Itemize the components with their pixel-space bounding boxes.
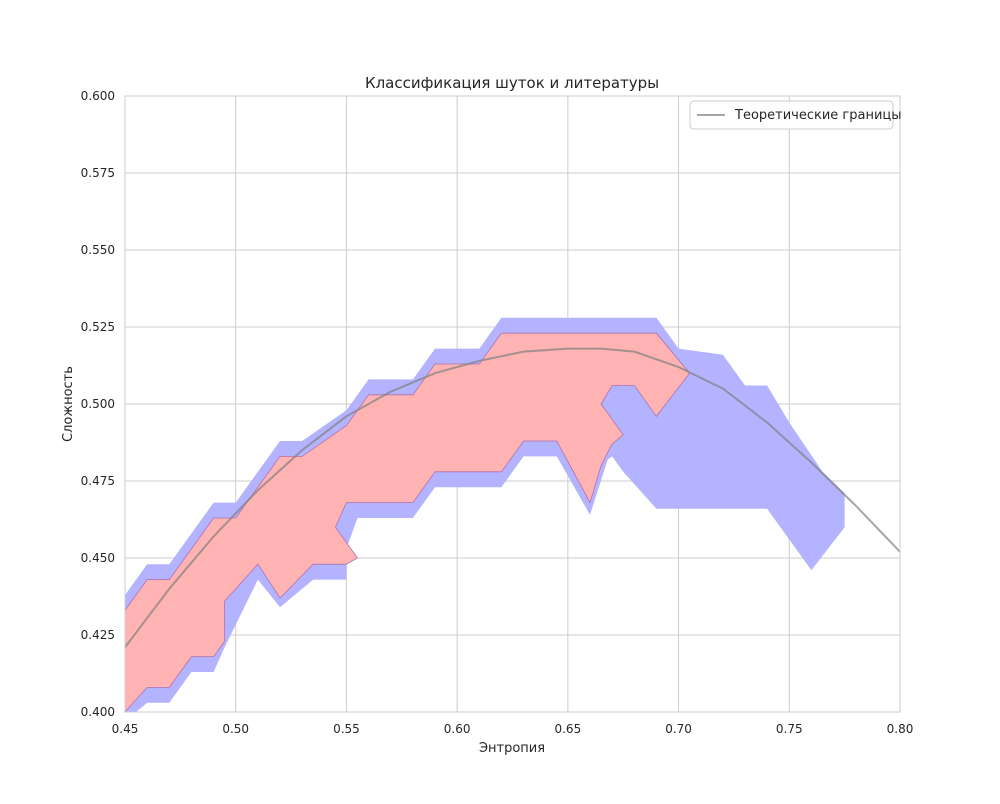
axes-frame <box>124 95 901 713</box>
y-axis-label: Сложность <box>61 366 76 442</box>
legend: Теоретические границы <box>689 100 902 130</box>
x-tick-label: 0.65 <box>554 722 581 736</box>
x-tick-label: 0.75 <box>776 722 803 736</box>
y-tick-label: 0.575 <box>81 166 115 180</box>
y-tick-label: 0.500 <box>81 397 115 411</box>
x-axis-label: Энтропия <box>479 741 545 756</box>
x-tick-label: 0.55 <box>333 722 360 736</box>
plot-frame <box>124 95 901 713</box>
chart-title: Классификация шуток и литературы <box>365 74 659 92</box>
y-tick-label: 0.475 <box>81 474 115 488</box>
x-tick-label: 0.80 <box>887 722 914 736</box>
x-tick-label: 0.45 <box>112 722 139 736</box>
y-tick-label: 0.425 <box>81 628 115 642</box>
region-1 <box>125 317 845 712</box>
legend-box <box>689 100 894 130</box>
y-tick-label: 0.525 <box>81 320 115 334</box>
x-tick-label: 0.70 <box>665 722 692 736</box>
regions <box>124 317 845 714</box>
series <box>124 347 901 648</box>
y-tick-label: 0.600 <box>81 89 115 103</box>
series-line-theoretical-boundary <box>124 347 901 648</box>
y-tick-label: 0.450 <box>81 551 115 565</box>
region-2 <box>124 332 691 714</box>
legend-label: Теоретические границы <box>734 108 902 123</box>
y-tick-label: 0.400 <box>81 705 115 719</box>
tick-labels: 0.45 0.50 0.55 0.60 0.65 0.70 0.75 0.80 0.400 0.4… <box>81 89 914 736</box>
y-tick-label: 0.550 <box>81 243 115 257</box>
x-tick-label: 0.50 <box>222 722 249 736</box>
x-tick-label: 0.60 <box>444 722 471 736</box>
